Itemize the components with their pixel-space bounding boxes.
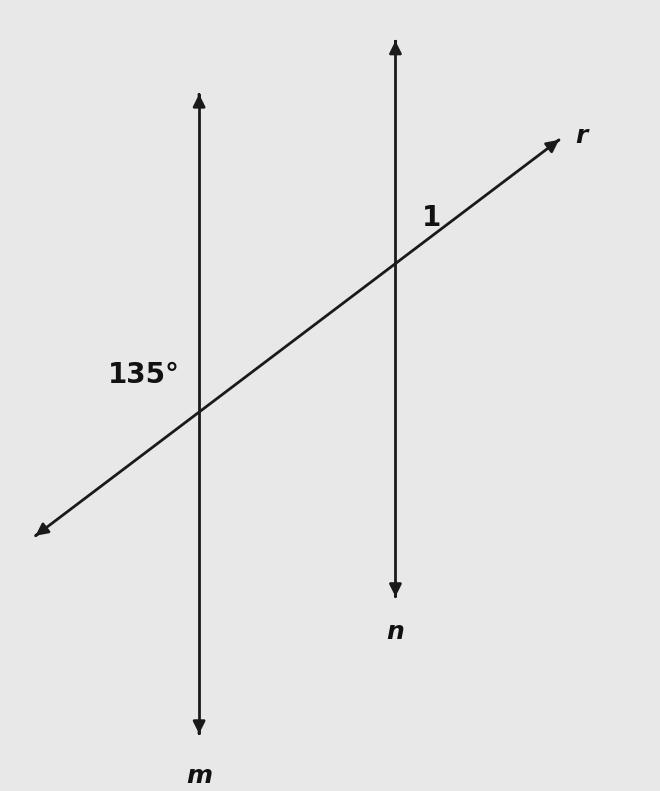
Text: r: r [576,124,588,148]
Text: n: n [387,619,405,644]
Text: m: m [186,764,212,788]
Text: 135°: 135° [108,361,180,389]
Text: 1: 1 [422,204,441,232]
